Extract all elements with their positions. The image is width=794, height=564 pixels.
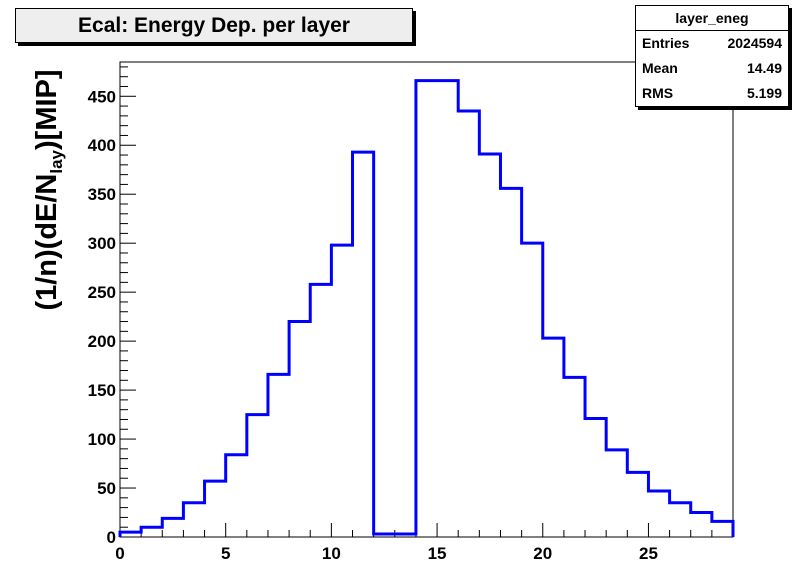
y-tick-label: 450 [88, 87, 116, 106]
stats-label: RMS [642, 85, 674, 101]
histogram-line [118, 79, 735, 537]
y-tick-label: 0 [107, 528, 116, 547]
x-tick-label: 0 [115, 544, 124, 563]
y-tick-label: 250 [88, 283, 116, 302]
stats-label: Mean [642, 60, 678, 76]
y-tick-label: 100 [88, 430, 116, 449]
stats-label: Entries [642, 35, 690, 51]
stats-row-entries: Entries 2024594 [636, 31, 788, 56]
stats-value: 14.49 [746, 60, 782, 76]
chart-title: Ecal: Energy Dep. per layer [15, 8, 413, 43]
stats-row-mean: Mean 14.49 [636, 56, 788, 81]
stats-row-rms: RMS 5.199 [636, 81, 788, 106]
stats-value: 5.199 [746, 85, 782, 101]
y-tick-label: 300 [88, 234, 116, 253]
x-tick-label: 10 [322, 544, 341, 563]
x-tick-label: 15 [428, 544, 447, 563]
y-tick-label: 400 [88, 136, 116, 155]
stats-title: layer_eneg [636, 6, 788, 31]
y-tick-label: 350 [88, 185, 116, 204]
plot-frame [119, 61, 734, 538]
stats-value: 2024594 [727, 35, 782, 51]
y-tick-label: 200 [88, 332, 116, 351]
y-tick-label: 150 [88, 381, 116, 400]
y-tick-label: 50 [97, 479, 116, 498]
x-tick-label: 20 [533, 544, 552, 563]
x-tick-label: 5 [221, 544, 230, 563]
x-tick-label: 25 [639, 544, 658, 563]
stats-box: layer_eneg Entries 2024594 Mean 14.49 RM… [635, 5, 789, 107]
